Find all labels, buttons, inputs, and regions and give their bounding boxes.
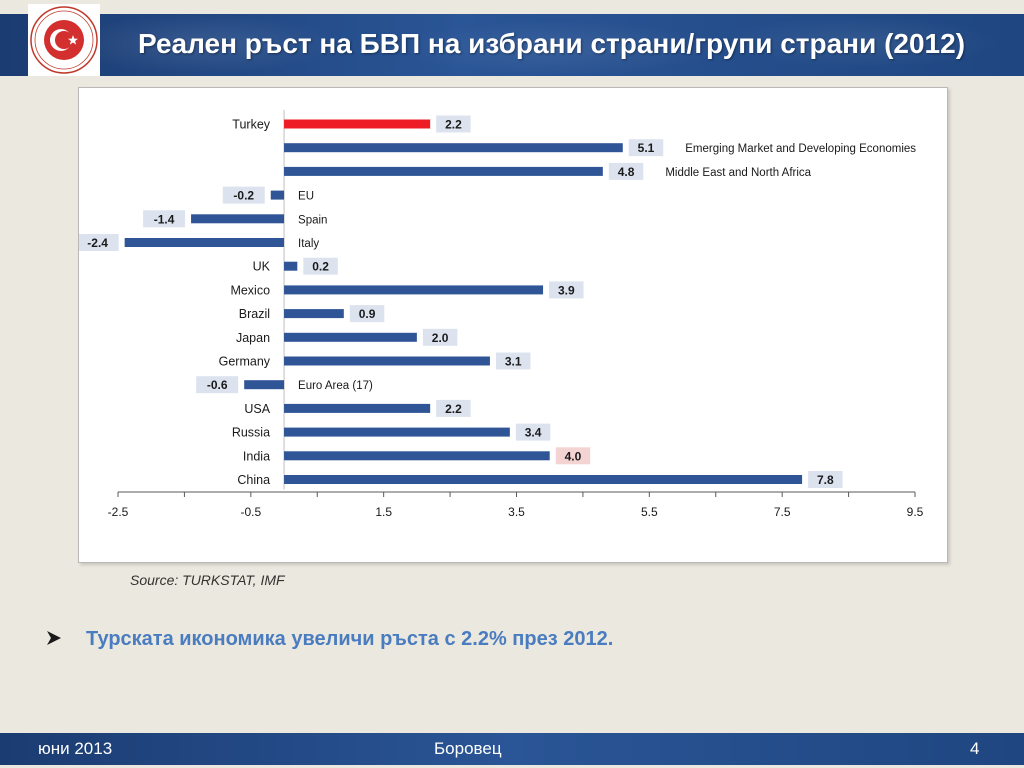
bar-9 <box>284 332 417 342</box>
value-label-2: 4.8 <box>618 165 635 179</box>
value-label-bg-5 <box>79 234 119 251</box>
bar-3 <box>270 190 285 200</box>
chart-canvas: 2.2 Turkey 5.1 Emerging Market and Developi… <box>79 110 924 519</box>
value-label-9: 2.0 <box>432 331 449 345</box>
value-label-bg-0 <box>436 115 471 133</box>
value-label-bg-7 <box>549 281 584 299</box>
value-label-bg-9 <box>422 328 458 346</box>
value-label-bg-11 <box>196 376 239 394</box>
category-label-6: UK <box>253 260 271 274</box>
bar-1 <box>284 143 623 153</box>
value-label-15: 7.8 <box>817 473 834 487</box>
bar-15 <box>284 475 803 484</box>
header-bar: Реален ръст на БВП на избрани страни/гру… <box>0 14 1024 76</box>
bar-13 <box>284 427 510 437</box>
key-point-text: Турската икономика увеличи ръста с 2.2% … <box>86 628 614 650</box>
bar-6 <box>284 261 298 271</box>
category-label-2: Middle East and North Africa <box>665 167 811 179</box>
value-label-13: 3.4 <box>525 426 542 440</box>
value-label-1: 5.1 <box>638 141 655 155</box>
category-label-7: Mexico <box>230 283 270 297</box>
x-tick-label-5: 7.5 <box>774 505 791 519</box>
world-map-background <box>0 14 1024 76</box>
value-label-bg-13 <box>515 423 551 441</box>
category-label-5: Italy <box>298 238 319 250</box>
value-label-bg-10 <box>495 352 531 370</box>
source-note: Source: TURKSTAT, IMF <box>130 572 285 588</box>
bar-2 <box>284 166 603 176</box>
ministry-seal-icon <box>30 6 98 74</box>
category-label-4: Spain <box>298 214 327 226</box>
gdp-growth-chart: 2.2 Turkey 5.1 Emerging Market and Developi… <box>78 87 948 563</box>
category-label-12: USA <box>244 402 270 416</box>
value-label-4: -1.4 <box>154 212 175 226</box>
category-label-11: Euro Area (17) <box>298 380 373 392</box>
category-label-13: Russia <box>232 426 270 440</box>
bar-0 <box>284 119 431 129</box>
x-tick-label-1: -0.5 <box>240 505 261 519</box>
value-label-7: 3.9 <box>558 283 575 297</box>
x-tick-label-2: 1.5 <box>375 505 392 519</box>
ministry-logo <box>28 4 100 76</box>
value-label-6: 0.2 <box>312 260 329 274</box>
value-label-bg-6 <box>303 257 338 275</box>
page-title: Реален ръст на БВП на избрани страни/гру… <box>138 28 966 59</box>
value-label-10: 3.1 <box>505 355 522 369</box>
bar-14 <box>284 451 550 461</box>
value-label-8: 0.9 <box>359 307 376 321</box>
value-label-5: -2.4 <box>87 236 108 250</box>
value-label-14: 4.0 <box>565 449 582 463</box>
category-label-15: China <box>237 473 270 487</box>
x-tick-label-0: -2.5 <box>108 505 129 519</box>
value-label-11: -0.6 <box>207 378 228 392</box>
value-label-bg-2 <box>608 162 644 180</box>
bar-8 <box>284 309 344 319</box>
category-label-1: Emerging Market and Developing Economies <box>685 143 916 155</box>
category-label-14: India <box>243 449 270 463</box>
category-label-9: Japan <box>236 331 270 345</box>
bar-10 <box>284 356 490 366</box>
footer-location: Боровец <box>434 739 502 758</box>
page-number: 4 <box>970 739 980 758</box>
value-label-12: 2.2 <box>445 402 462 416</box>
category-label-8: Brazil <box>239 307 270 321</box>
value-label-bg-14 <box>555 447 591 465</box>
value-label-bg-15 <box>808 471 843 488</box>
category-label-10: Germany <box>219 355 271 369</box>
arrow-bullet-icon <box>47 631 61 645</box>
x-tick-label-3: 3.5 <box>508 505 525 519</box>
x-tick-label-4: 5.5 <box>641 505 658 519</box>
value-label-3: -0.2 <box>233 189 254 203</box>
value-label-bg-12 <box>436 399 471 417</box>
category-label-3: EU <box>298 191 314 203</box>
value-label-bg-3 <box>222 186 265 204</box>
category-label-0: Turkey <box>232 118 270 132</box>
bar-4 <box>191 214 285 224</box>
footer-date: юни 2013 <box>38 739 113 758</box>
bar-11 <box>244 380 285 390</box>
bar-5 <box>124 238 285 247</box>
x-tick-label-6: 9.5 <box>907 505 924 519</box>
value-label-bg-8 <box>349 305 385 323</box>
value-label-bg-1 <box>628 139 664 157</box>
value-label-bg-4 <box>143 210 186 228</box>
footer-bar: юни 2013 Боровец 4 <box>0 733 1024 765</box>
bar-12 <box>284 403 431 413</box>
value-label-0: 2.2 <box>445 118 462 132</box>
bar-7 <box>284 285 544 295</box>
